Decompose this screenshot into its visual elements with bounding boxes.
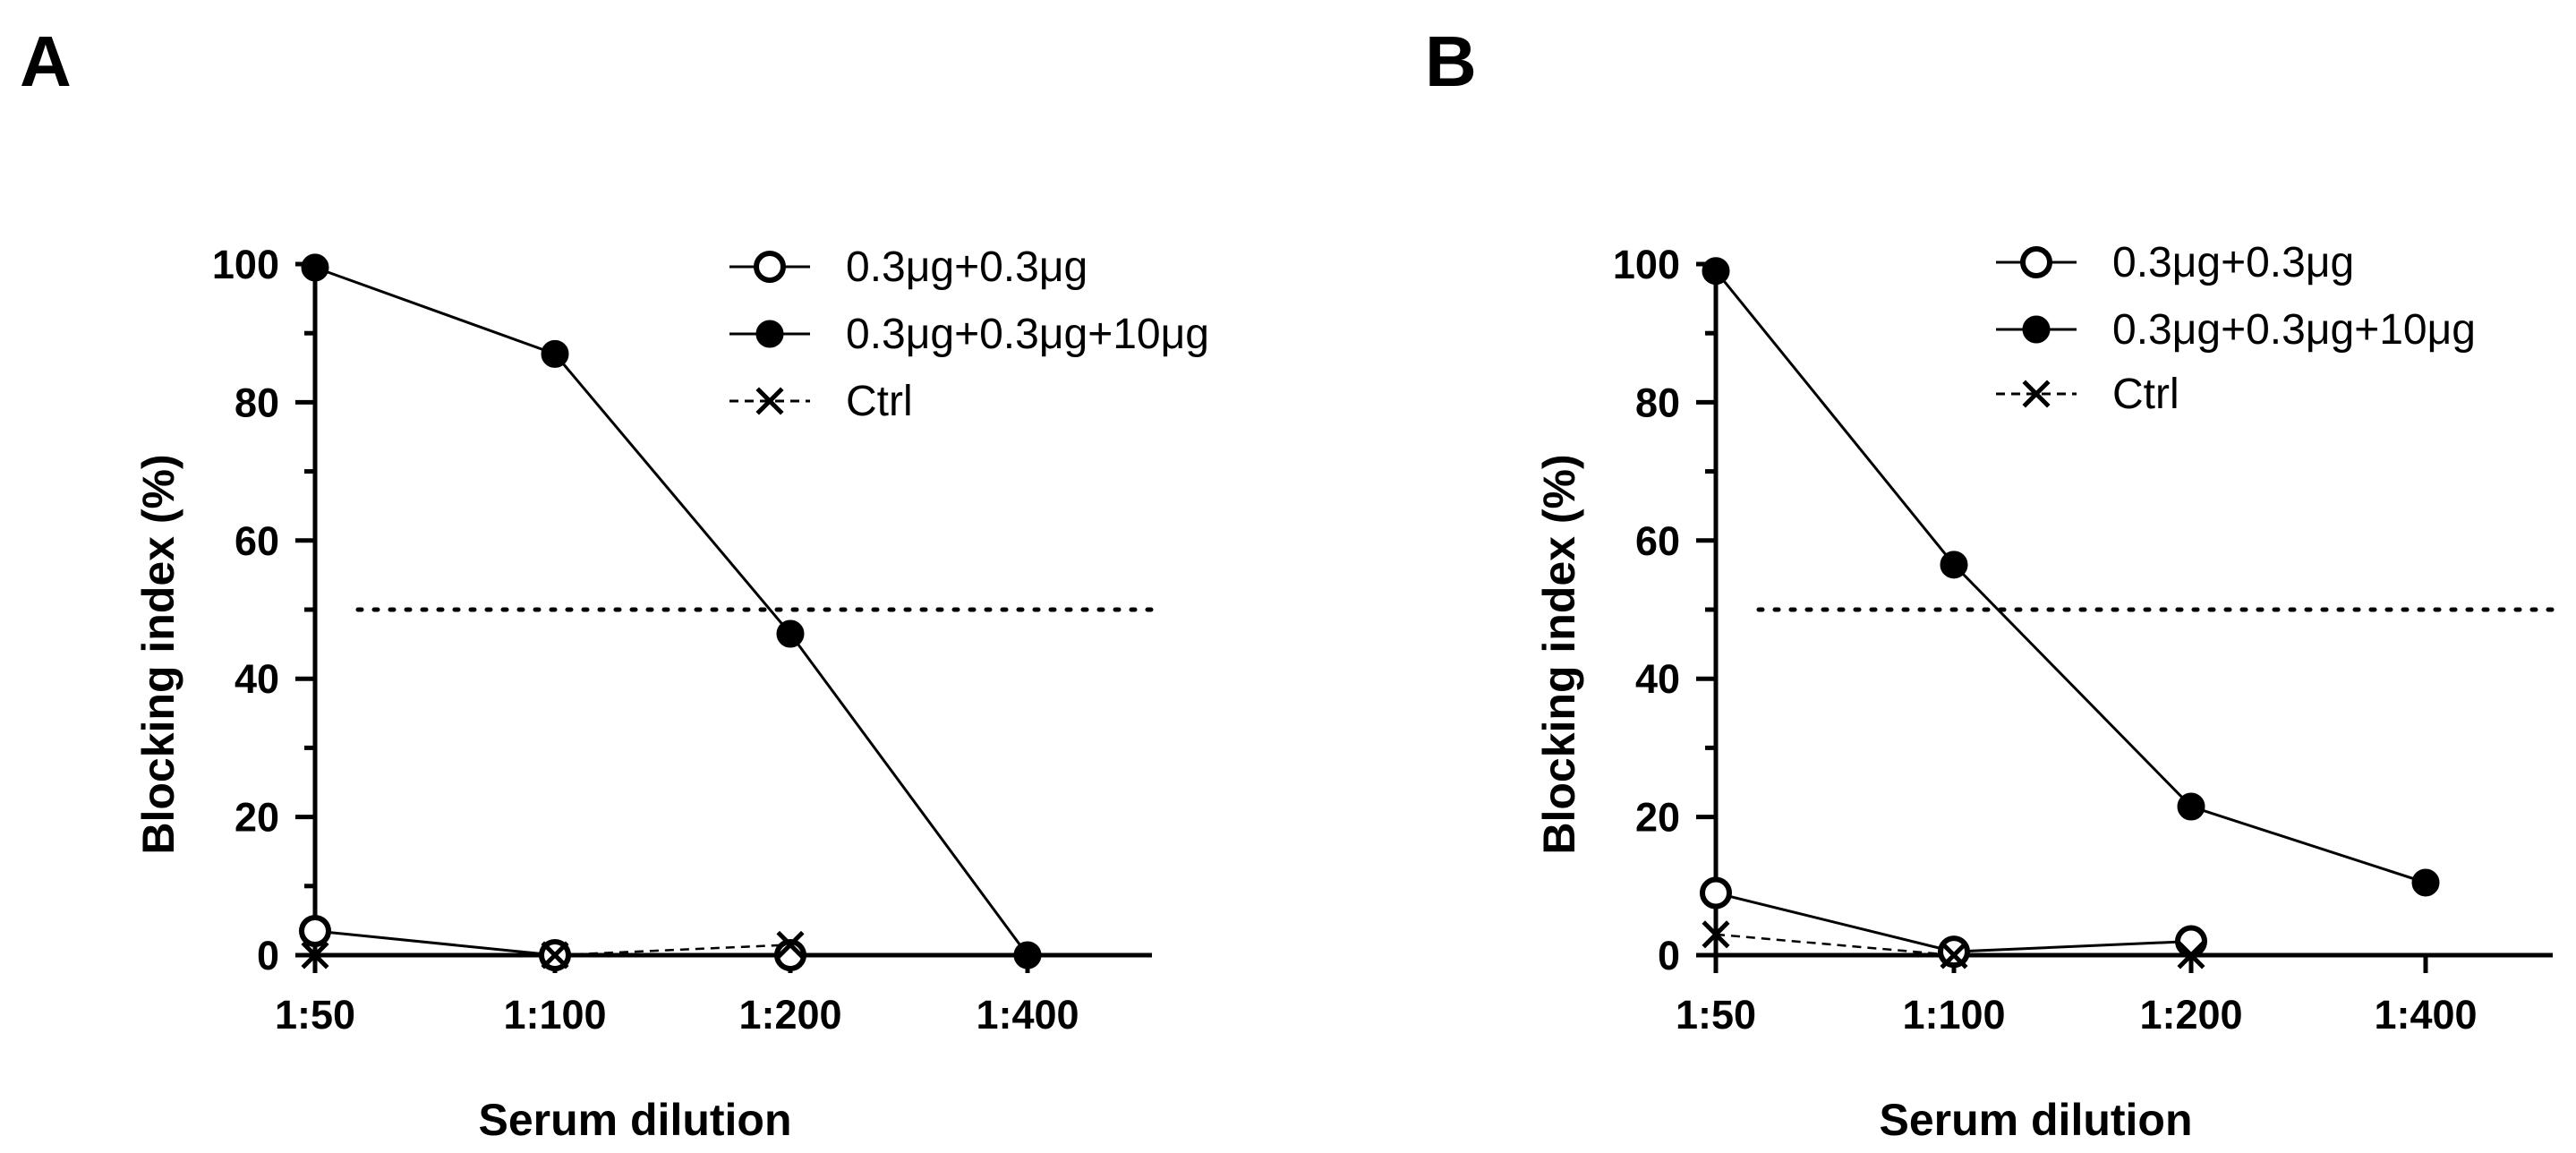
panel-letter: A: [20, 21, 72, 101]
data-point-s2-2-stroke-2: [2177, 941, 2205, 969]
y-axis-title: Blocking index (%): [133, 454, 183, 854]
legend-label-0: 0.3μg+0.3μg: [846, 243, 1088, 291]
legend: 0.3μg+0.3μg 0.3μg+0.3μg+10μg Ctrl: [729, 243, 1209, 425]
panel-a: A 0 20 40 60 80 100 1:50 1:100 1:200 1:400 Serum di…: [20, 21, 1209, 1145]
data-point-s2-0-stroke-2: [1702, 920, 1730, 949]
legend-marker-1: [2022, 315, 2051, 344]
data-point-s1-0: [301, 253, 329, 282]
data-point-s0-0: [299, 914, 331, 947]
y-tick-label: 60: [235, 518, 279, 564]
x-tick-label: 1:400: [976, 992, 1079, 1038]
data-point-s2-1: [541, 941, 569, 969]
data-point-s2-1-stroke-2: [1940, 941, 1968, 969]
series-line-2: [1715, 933, 2191, 957]
y-axis-title: Blocking index (%): [1534, 454, 1584, 854]
y-tick-label: 20: [1635, 795, 1680, 841]
y-tick-label: 40: [235, 656, 279, 702]
data-point-s2-2: [776, 930, 805, 959]
data-point-s2-1: [1940, 941, 1968, 969]
x-tick-label: 1:400: [2374, 992, 2477, 1038]
legend-marker-2: [2022, 380, 2051, 408]
data-point-s2-0-stroke-2: [301, 941, 329, 969]
y-tick-label: 60: [1635, 518, 1680, 564]
legend-label-2: Ctrl: [2112, 371, 2179, 418]
legend-marker-2-stroke-2: [2022, 380, 2051, 408]
x-tick-label: 1:50: [1676, 992, 1756, 1038]
data-point-s1-2: [2177, 792, 2205, 821]
data-point-s1-1: [541, 339, 569, 368]
x-axis-title: Serum dilution: [479, 1095, 792, 1145]
legend-label-1: 0.3μg+0.3μg+10μg: [2112, 306, 2476, 354]
data-point-s2-2-stroke-2: [776, 930, 805, 959]
legend-marker-2: [755, 387, 784, 415]
data-point-s2-0: [1702, 920, 1730, 949]
y-tick-label: 100: [212, 242, 279, 287]
y-tick-label: 100: [1613, 242, 1680, 287]
data-point-s1-3: [1013, 941, 1042, 969]
data-point-s2-0: [301, 941, 329, 969]
data-point-s1-3: [2411, 868, 2440, 897]
data-point-s1-1: [1940, 551, 1968, 579]
x-tick-label: 1:100: [503, 992, 606, 1038]
x-tick-label: 1:200: [2139, 992, 2242, 1038]
series-line-1: [314, 266, 1029, 956]
panel-b: B 0 20 40 60 80 100 1:50 1:100 1:200 1:400 Serum di…: [1425, 21, 2555, 1145]
data-point-s1-0: [1702, 257, 1730, 286]
x-axis-title: Serum dilution: [1880, 1095, 2193, 1145]
legend-marker-0: [2020, 246, 2052, 278]
legend: 0.3μg+0.3μg 0.3μg+0.3μg+10μg Ctrl: [1996, 239, 2476, 418]
data-point-s0-1: [1938, 935, 1970, 969]
y-tick-label: 0: [257, 933, 279, 978]
data-point-s0-2: [2175, 925, 2207, 958]
data-point-s2-1-stroke-2: [541, 941, 569, 969]
legend-marker-0: [754, 251, 786, 283]
legend-marker-1: [755, 320, 784, 348]
data-point-s1-2: [776, 619, 805, 648]
y-tick-label: 80: [235, 380, 279, 425]
legend-label-2: Ctrl: [846, 378, 913, 425]
legend-label-1: 0.3μg+0.3μg+10μg: [846, 311, 1209, 358]
data-point-s0-0: [1700, 876, 1732, 910]
legend-marker-2-stroke-2: [755, 387, 784, 415]
panel-letter: B: [1425, 21, 1477, 101]
y-tick-label: 40: [1635, 656, 1680, 702]
legend-label-0: 0.3μg+0.3μg: [2112, 239, 2354, 286]
y-tick-label: 80: [1635, 380, 1680, 425]
x-tick-label: 1:100: [1902, 992, 2005, 1038]
data-point-s2-2: [2177, 941, 2205, 969]
x-tick-label: 1:200: [738, 992, 841, 1038]
series-line-1: [1714, 269, 2427, 884]
x-tick-label: 1:50: [275, 992, 355, 1038]
y-tick-label: 0: [1658, 933, 1680, 978]
y-tick-label: 20: [235, 795, 279, 841]
series-line-2: [315, 944, 791, 957]
